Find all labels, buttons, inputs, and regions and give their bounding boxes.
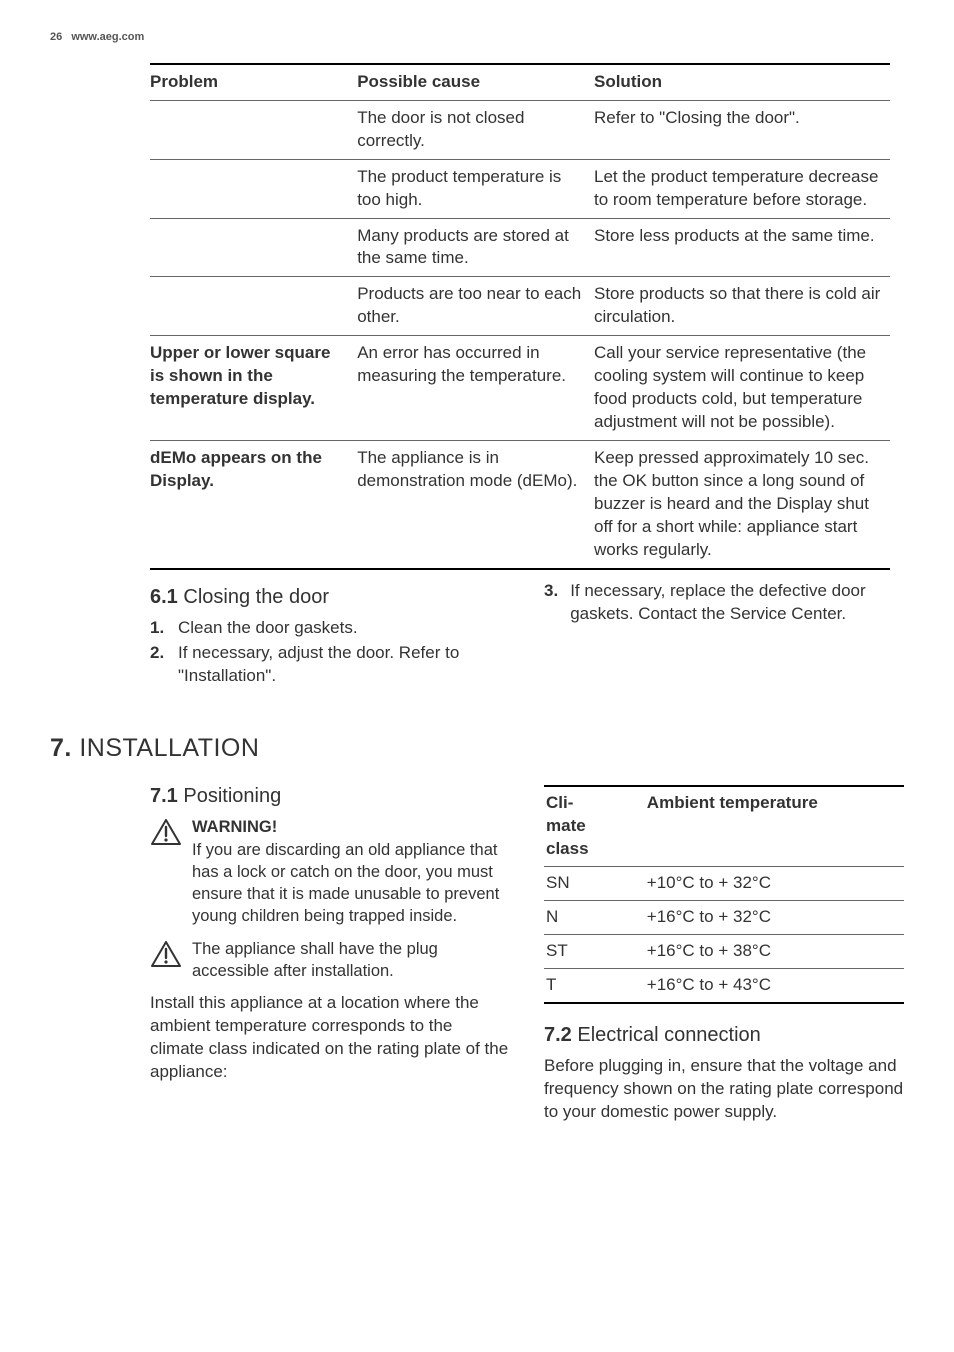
- caution-icon: [150, 938, 182, 983]
- section-7-left: 7.1 Positioning WARNING! If you are disc…: [150, 773, 510, 1129]
- climate-table: Cli-mateclass Ambient temperature SN+10°…: [544, 785, 904, 1004]
- para-install: Install this appliance at a location whe…: [150, 992, 510, 1084]
- td-problem: [150, 159, 357, 218]
- heading-6-1: 6.1 Closing the door: [150, 584, 510, 611]
- warning-block: WARNING! If you are discarding an old ap…: [150, 816, 510, 927]
- section-7-body: 7.1 Positioning WARNING! If you are disc…: [150, 773, 904, 1129]
- header-site: www.aeg.com: [71, 31, 144, 43]
- section-6-1: 6.1 Closing the door Clean the door gask…: [150, 574, 904, 690]
- table-row: T+16°C to + 43°C: [544, 968, 904, 1002]
- heading-6-1-num: 6.1: [150, 586, 178, 608]
- step-3-num: 3.: [544, 580, 558, 626]
- table-row: N+16°C to + 32°C: [544, 901, 904, 935]
- warning-body: If you are discarding an old appliance t…: [192, 841, 499, 926]
- table-row: Upper or lower square is shown in the te…: [150, 336, 890, 441]
- th-cause: Possible cause: [357, 64, 594, 100]
- td-solution: Let the product temperature decrease to …: [594, 159, 890, 218]
- heading-7-num: 7.: [50, 734, 72, 762]
- table-row: The door is not closed correctly.Refer t…: [150, 100, 890, 159]
- page-header: 26 www.aeg.com: [50, 30, 904, 45]
- table-row: Many products are stored at the same tim…: [150, 218, 890, 277]
- heading-7-2-num: 7.2: [544, 1024, 572, 1046]
- td-cause: The door is not closed correctly.: [357, 100, 594, 159]
- td-cause: The appliance is in demonstration mode (…: [357, 441, 594, 569]
- td-solution: Refer to "Closing the door".: [594, 100, 890, 159]
- step-3-wrapper: 3. If necessary, replace the defective d…: [544, 580, 904, 626]
- td-solution: Call your service representative (the co…: [594, 336, 890, 441]
- steps-6-1-left: Clean the door gaskets.If necessary, adj…: [150, 617, 510, 688]
- td-ambient-range: +16°C to + 43°C: [645, 968, 904, 1002]
- th-problem: Problem: [150, 64, 357, 100]
- heading-7-1-num: 7.1: [150, 785, 178, 807]
- heading-7-text: INSTALLATION: [79, 734, 259, 762]
- heading-7-1-text: Positioning: [183, 785, 281, 807]
- td-problem: [150, 100, 357, 159]
- caution-text: The appliance shall have the plug access…: [192, 938, 510, 983]
- td-problem: dEMo appears on the Display.: [150, 441, 357, 569]
- table-row: SN+10°C to + 32°C: [544, 867, 904, 901]
- td-climate-class: ST: [544, 934, 645, 968]
- td-ambient-range: +10°C to + 32°C: [645, 867, 904, 901]
- troubleshooting-table: Problem Possible cause Solution The door…: [150, 63, 890, 570]
- td-climate-class: N: [544, 901, 645, 935]
- td-ambient-range: +16°C to + 32°C: [645, 901, 904, 935]
- table-row: Products are too near to each other.Stor…: [150, 277, 890, 336]
- th-solution: Solution: [594, 64, 890, 100]
- td-solution: Store less products at the same time.: [594, 218, 890, 277]
- td-cause: The product temperature is too high.: [357, 159, 594, 218]
- td-problem: [150, 277, 357, 336]
- td-problem: Upper or lower square is shown in the te…: [150, 336, 357, 441]
- warning-icon: [150, 816, 182, 927]
- troubleshooting-tbody: The door is not closed correctly.Refer t…: [150, 100, 890, 568]
- heading-7: 7. INSTALLATION: [50, 732, 904, 766]
- list-item: Clean the door gaskets.: [150, 617, 510, 640]
- td-cause: Many products are stored at the same tim…: [357, 218, 594, 277]
- th-ambient-temp: Ambient temperature: [645, 786, 904, 866]
- heading-7-2-text: Electrical connection: [577, 1024, 760, 1046]
- list-item: If necessary, adjust the door. Refer to …: [150, 642, 510, 688]
- section-6-1-left: 6.1 Closing the door Clean the door gask…: [150, 574, 510, 690]
- table-header-row: Problem Possible cause Solution: [150, 64, 890, 100]
- table-row: The product temperature is too high.Let …: [150, 159, 890, 218]
- climate-tbody: SN+10°C to + 32°CN+16°C to + 32°CST+16°C…: [544, 867, 904, 1003]
- step-3-text: If necessary, replace the defective door…: [570, 580, 904, 626]
- table-row: ST+16°C to + 38°C: [544, 934, 904, 968]
- page-number: 26: [50, 30, 62, 45]
- heading-7-1: 7.1 Positioning: [150, 783, 510, 810]
- section-6-1-right: 3. If necessary, replace the defective d…: [544, 574, 904, 690]
- th-climate-class: Cli-mateclass: [544, 786, 645, 866]
- warning-text: WARNING! If you are discarding an old ap…: [192, 816, 510, 927]
- td-solution: Keep pressed approximately 10 sec. the O…: [594, 441, 890, 569]
- para-electrical: Before plugging in, ensure that the volt…: [544, 1055, 904, 1124]
- td-climate-class: T: [544, 968, 645, 1002]
- caution-block: The appliance shall have the plug access…: [150, 938, 510, 983]
- td-problem: [150, 218, 357, 277]
- climate-header-row: Cli-mateclass Ambient temperature: [544, 786, 904, 866]
- td-cause: Products are too near to each other.: [357, 277, 594, 336]
- heading-6-1-text: Closing the door: [183, 586, 329, 608]
- td-cause: An error has occurred in measuring the t…: [357, 336, 594, 441]
- section-7-right: Cli-mateclass Ambient temperature SN+10°…: [544, 773, 904, 1129]
- td-ambient-range: +16°C to + 38°C: [645, 934, 904, 968]
- td-climate-class: SN: [544, 867, 645, 901]
- table-row: dEMo appears on the Display.The applianc…: [150, 441, 890, 569]
- warning-title: WARNING!: [192, 816, 510, 838]
- td-solution: Store products so that there is cold air…: [594, 277, 890, 336]
- heading-7-2: 7.2 Electrical connection: [544, 1022, 904, 1049]
- caution-body: The appliance shall have the plug access…: [192, 940, 438, 980]
